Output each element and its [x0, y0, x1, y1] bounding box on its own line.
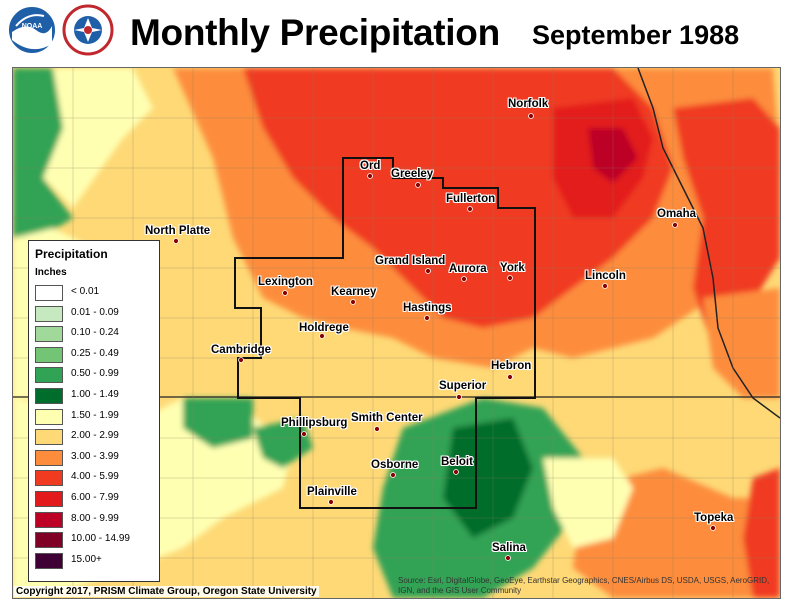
- city-label-aurora: Aurora: [449, 263, 487, 275]
- forecast-area-outline: [234, 157, 536, 509]
- legend-swatch: [35, 532, 63, 549]
- city-label-hastings: Hastings: [403, 302, 452, 314]
- noaa-logo-text: NOAA: [22, 23, 43, 30]
- legend-units: Inches: [35, 267, 67, 278]
- legend-swatch: [35, 429, 63, 446]
- legend-swatch: [35, 470, 63, 487]
- noaa-logo-icon: NOAA: [7, 5, 57, 55]
- legend-label: 1.00 - 1.49: [71, 389, 119, 400]
- region-nw-yellow: [43, 68, 153, 208]
- nws-logo-icon: [62, 4, 114, 56]
- missouri-river-border: [637, 68, 780, 419]
- city-label-plainville: Plainville: [307, 486, 357, 498]
- legend-swatch: [35, 367, 63, 384]
- legend-title: Precipitation: [35, 247, 108, 261]
- city-label-beloit: Beloit: [441, 456, 473, 468]
- city-label-ord: Ord: [360, 160, 381, 172]
- region-smithcenter-green: [253, 418, 313, 468]
- legend-swatch: [35, 305, 63, 322]
- region-topeka-red: [743, 468, 780, 598]
- legend-swatch: [35, 449, 63, 466]
- region-nw-green: [13, 68, 73, 243]
- legend-swatch: [35, 326, 63, 343]
- legend-swatch: [35, 346, 63, 363]
- city-label-superior: Superior: [439, 380, 487, 392]
- legend-swatch: [35, 511, 63, 528]
- header: NOAA Monthly Precipitation September 198…: [0, 0, 792, 68]
- legend-label: < 0.01: [71, 286, 100, 297]
- page-title: Monthly Precipitation: [130, 12, 500, 53]
- city-label-smith-center: Smith Center: [351, 412, 423, 424]
- city-label-north-platte: North Platte: [145, 225, 211, 237]
- legend-label: 0.01 - 0.09: [71, 306, 119, 318]
- legend-label: 10.00 - 14.99: [71, 533, 130, 545]
- legend-swatch: [35, 491, 63, 507]
- city-label-york: York: [500, 262, 525, 274]
- city-label-kearney: Kearney: [331, 286, 377, 298]
- city-label-fullerton: Fullerton: [446, 193, 496, 205]
- legend-label: 8.00 - 9.99: [71, 512, 119, 524]
- city-label-grand-island: Grand Island: [375, 255, 446, 267]
- region-ks-yellow: [543, 458, 633, 548]
- copyright-text: Copyright 2017, PRISM Climate Group, Ore…: [14, 586, 319, 597]
- county-grid: [13, 68, 780, 598]
- region-se-orange: [703, 288, 780, 398]
- city-label-topeka: Topeka: [694, 512, 734, 524]
- city-label-salina: Salina: [492, 542, 526, 554]
- legend-label: 2.00 - 2.99: [71, 430, 119, 442]
- map-legend: Precipitation Inches < 0.01 0.01 - 0.09 0.…: [28, 240, 160, 582]
- city-label-hebron: Hebron: [491, 360, 532, 372]
- city-label-phillipsburg: Phillipsburg: [281, 417, 348, 429]
- legend-swatch: [35, 388, 63, 404]
- city-label-omaha: Omaha: [657, 208, 696, 220]
- legend-label: 4.00 - 5.99: [71, 471, 119, 483]
- basemap-credits: Source: Esri, DigitalGlobe, GeoEye, Eart…: [398, 576, 770, 595]
- legend-label: 15.00+: [71, 553, 102, 565]
- region-phillipsburg-green: [183, 398, 253, 448]
- legend-label: 3.00 - 3.99: [71, 450, 119, 462]
- legend-label: 6.00 - 7.99: [71, 492, 119, 503]
- city-label-lincoln: Lincoln: [585, 270, 626, 282]
- city-label-cambridge: Cambridge: [211, 344, 272, 356]
- region-east-red: [673, 98, 780, 348]
- page-subtitle: September 1988: [532, 20, 740, 50]
- legend-swatch: [35, 285, 63, 301]
- city-label-greeley: Greeley: [391, 168, 434, 180]
- city-label-norfolk: Norfolk: [508, 98, 549, 110]
- legend-label: 0.10 - 0.24: [71, 327, 119, 339]
- city-label-holdrege: Holdrege: [299, 322, 349, 334]
- legend-swatch: [35, 408, 63, 425]
- legend-label: 0.25 - 0.49: [71, 347, 119, 359]
- city-label-osborne: Osborne: [371, 459, 419, 471]
- legend-label: 0.50 - 0.99: [71, 368, 119, 380]
- legend-swatch: [35, 552, 63, 569]
- legend-label: 1.50 - 1.99: [71, 409, 119, 421]
- city-label-lexington: Lexington: [258, 276, 313, 288]
